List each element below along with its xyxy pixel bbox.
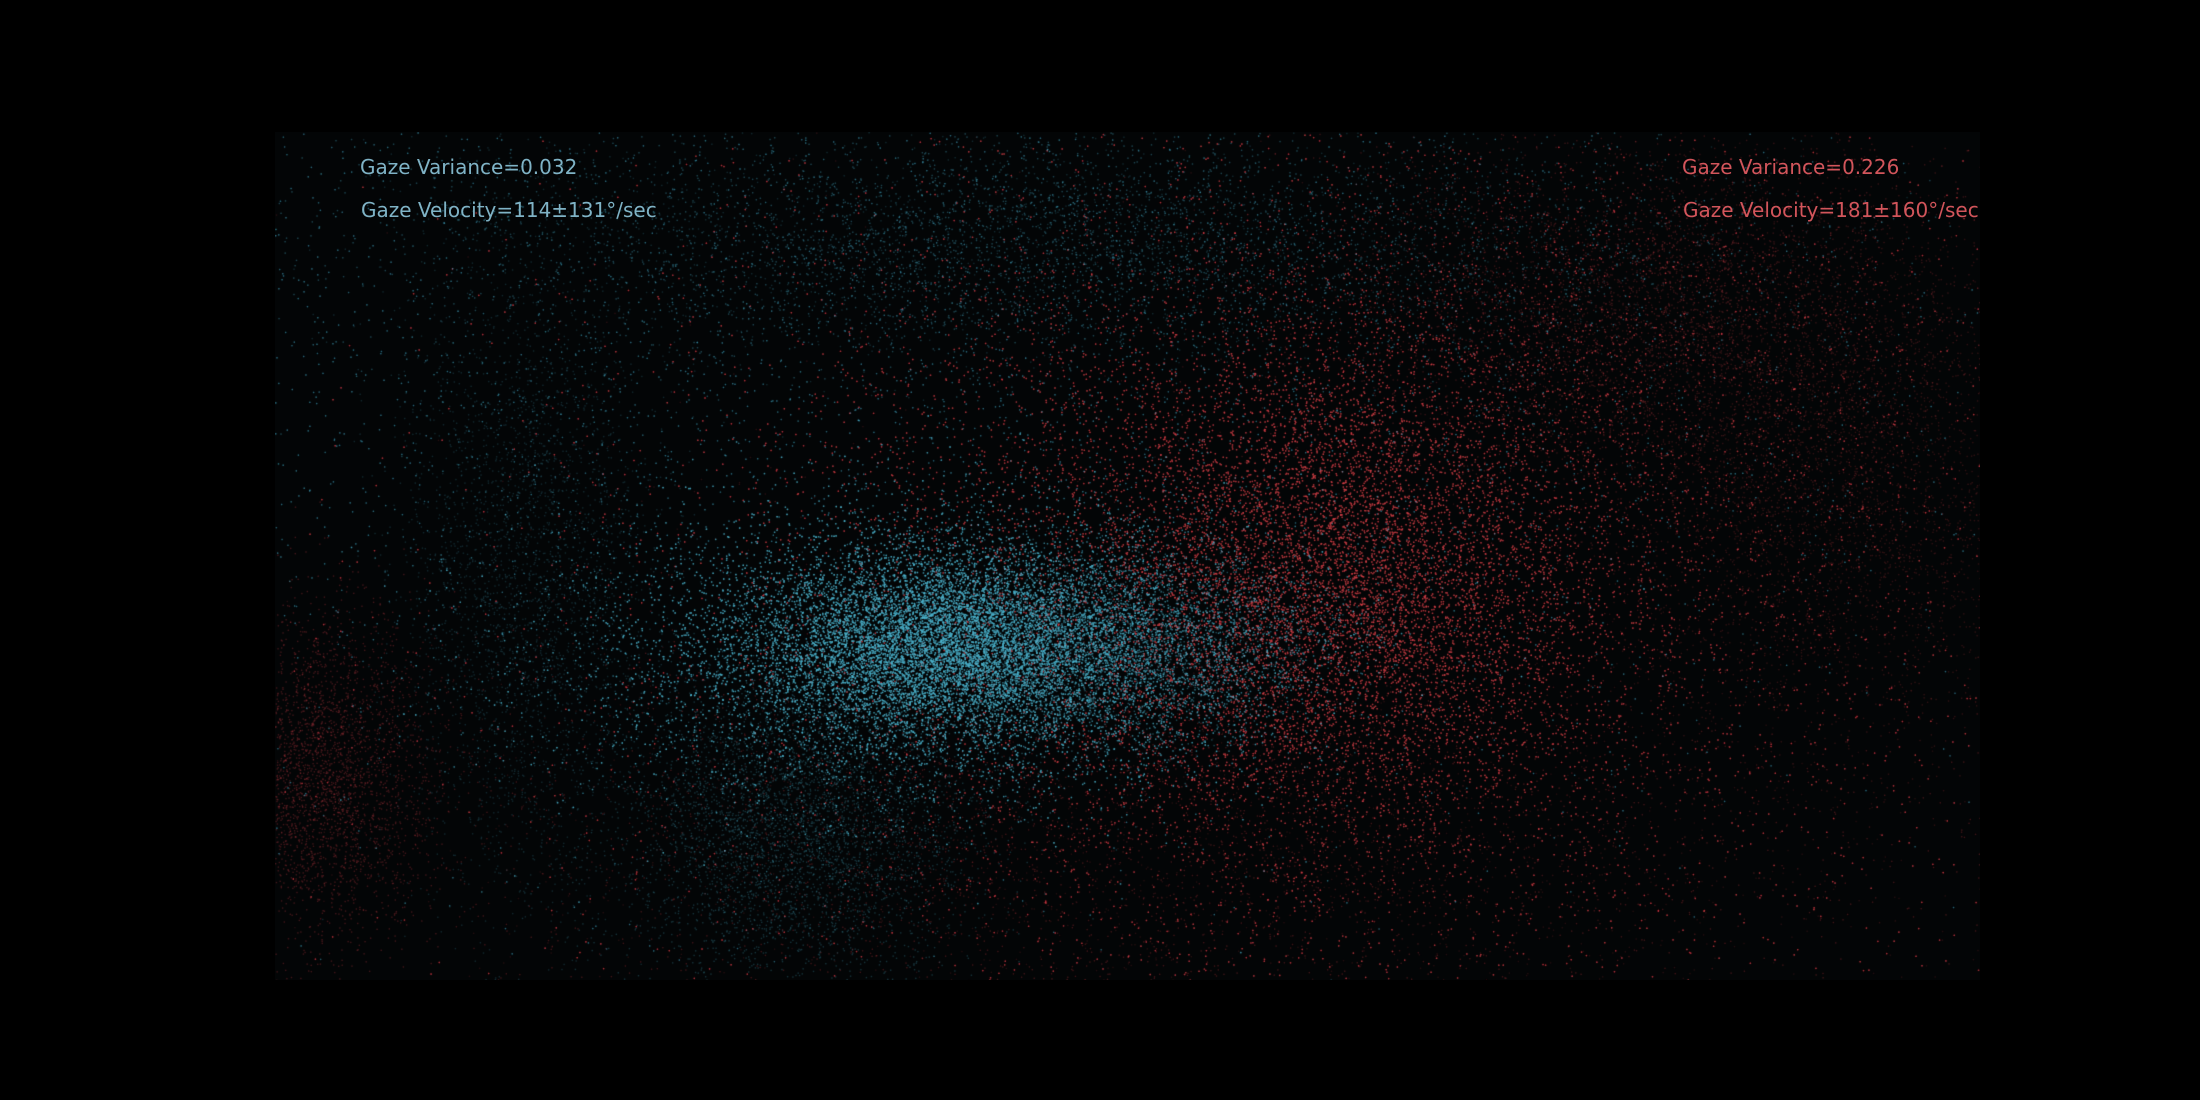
red-gaze-velocity-label: Gaze Velocity=181±160°/sec: [1683, 198, 1979, 222]
blue-gaze-variance-label: Gaze Variance=0.032: [360, 155, 578, 179]
gaze-heatmap-plot-area: [275, 132, 1980, 980]
red-gaze-variance-label: Gaze Variance=0.226: [1682, 155, 1900, 179]
gaze-density-heatmap: [275, 132, 1980, 980]
blue-gaze-velocity-label: Gaze Velocity=114±131°/sec: [361, 198, 657, 222]
